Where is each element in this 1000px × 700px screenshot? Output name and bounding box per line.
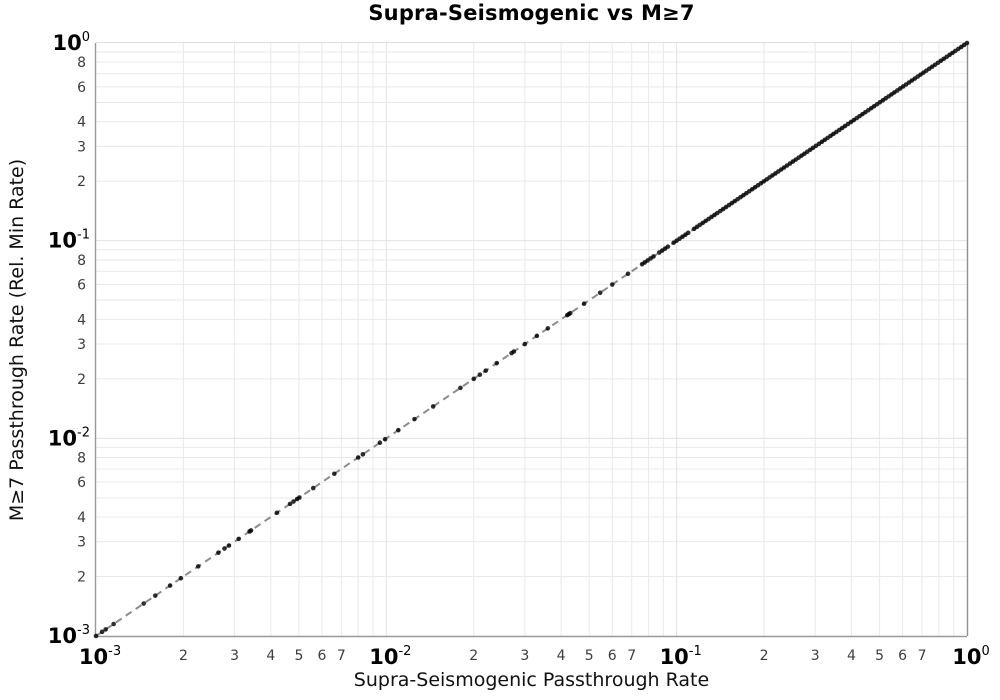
data-point [412,416,417,422]
minor-tick-label: 2 [179,648,188,664]
chart-title: Supra-Seismogenic vs M≥7 [368,1,695,25]
major-tick-label: 10-1 [660,644,702,669]
data-point [274,510,280,516]
data-point [494,360,500,366]
data-point [581,301,587,306]
data-point [534,333,540,339]
minor-tick-label: 4 [77,312,86,328]
data-point [483,368,489,373]
data-point [152,593,158,598]
minor-tick-label: 3 [77,139,86,155]
data-point [625,271,631,277]
minor-tick-label: 5 [294,648,303,664]
minor-tick-label: 2 [469,648,478,664]
minor-tick-label: 2 [77,174,86,190]
data-point [287,501,293,507]
data-point [651,254,656,259]
data-point [310,485,316,491]
data-point [195,564,201,569]
data-point [477,372,483,377]
minor-tick-label: 3 [77,535,86,551]
data-point [597,290,603,296]
minor-tick-label: 6 [77,278,86,294]
data-point [964,40,970,46]
x-axis-title: Supra-Seismogenic Passthrough Rate [353,669,710,691]
data-point [222,546,227,551]
minor-tick-label: 3 [77,337,86,353]
minor-tick-label: 3 [520,648,529,664]
data-point [382,436,388,442]
data-point [471,376,477,382]
minor-tick-label: 2 [77,372,86,388]
data-point [167,583,173,588]
minor-tick-label: 8 [77,55,86,71]
minor-tick-label: 6 [317,648,326,664]
data-point [103,627,109,632]
minor-tick-label: 6 [608,648,617,664]
minor-tick-label: 3 [230,648,239,664]
major-tick-label: 10-2 [369,644,411,669]
data-point [178,575,184,581]
data-point [248,528,254,533]
data-point [511,349,517,354]
data-point [291,499,296,504]
major-tick-label: 10-3 [48,623,90,648]
major-tick-label: 10-2 [48,425,90,450]
data-point [567,310,573,316]
data-point [141,601,147,606]
minor-tick-label: 6 [77,475,86,491]
major-tick-label: 10-3 [79,644,121,669]
y-axis-title: M≥7 Passthrough Rate (Rel. Min Rate) [6,158,28,522]
data-point [685,230,691,236]
minor-tick-label: 7 [627,648,636,664]
data-point [360,452,366,457]
minor-tick-label: 4 [77,115,86,131]
minor-tick-label: 7 [918,648,927,664]
minor-tick-label: 5 [585,648,594,664]
major-tick-label: 100 [52,30,90,55]
data-point [609,282,615,287]
major-tick-label: 100 [952,644,990,669]
data-point [216,550,221,555]
minor-tick-label: 6 [77,80,86,96]
minor-tick-label: 2 [77,569,86,585]
data-point [297,495,302,500]
minor-tick-label: 5 [875,648,884,664]
data-point [665,244,671,249]
data-point [236,536,241,542]
minor-tick-label: 4 [77,510,86,526]
data-point [545,326,551,331]
minor-tick-label: 6 [898,648,907,664]
minor-tick-label: 2 [760,648,769,664]
minor-tick-label: 3 [811,648,820,664]
minor-tick-label: 4 [847,648,856,664]
minor-tick-label: 4 [557,648,566,664]
data-point [522,341,528,347]
data-point [430,404,436,409]
data-point [93,633,99,639]
minor-tick-label: 4 [266,648,275,664]
major-tick-label: 10-1 [48,228,90,253]
data-point [458,385,463,391]
data-point [332,471,337,477]
minor-tick-label: 7 [337,648,346,664]
data-point [396,427,401,433]
minor-tick-label: 8 [77,253,86,269]
minor-tick-label: 8 [77,450,86,466]
data-point [226,543,232,548]
data-point [355,455,361,460]
data-point [111,621,116,627]
data-point [377,440,383,446]
data-point [99,629,105,635]
